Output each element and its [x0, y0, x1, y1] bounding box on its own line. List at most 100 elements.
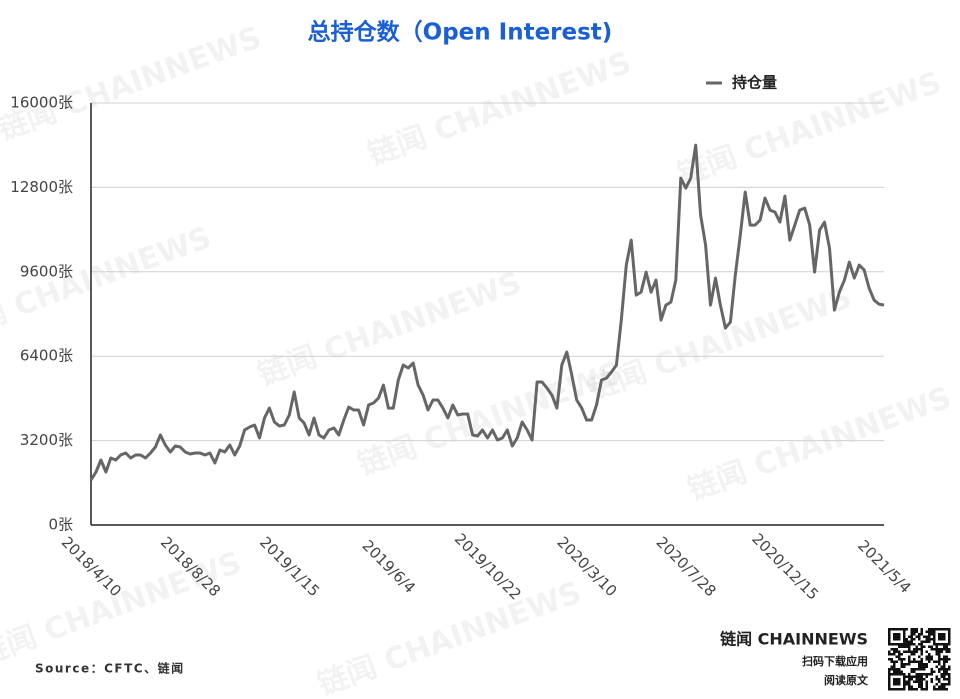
qr-cell	[920, 643, 923, 646]
x-tick-label: 2021/5/4	[854, 536, 914, 596]
qr-cell	[910, 630, 913, 633]
qr-cell	[940, 675, 943, 678]
qr-cell	[923, 635, 926, 638]
qr-cell	[938, 660, 941, 663]
watermark: 链闻 CHAINNEWS	[0, 20, 266, 148]
qr-cell	[930, 658, 933, 661]
qr-cell	[945, 673, 948, 676]
qr-cell	[923, 665, 926, 668]
legend-label: 持仓量	[732, 74, 777, 92]
qr-cell	[910, 628, 913, 631]
qr-cell	[930, 648, 933, 651]
qr-cell	[913, 633, 916, 636]
qr-cell	[928, 630, 931, 633]
qr-cell	[920, 688, 923, 691]
qr-cell	[928, 655, 931, 658]
qr-cell	[890, 668, 893, 671]
qr-cell	[938, 658, 941, 661]
qr-cell	[888, 650, 891, 653]
qr-cell	[910, 653, 913, 656]
qr-cell	[948, 648, 951, 651]
qr-cell	[913, 648, 916, 651]
qr-cell	[910, 678, 913, 681]
qr-cell	[940, 685, 943, 688]
qr-cell	[945, 648, 948, 651]
qr-cell	[893, 653, 896, 656]
qr-cell	[943, 645, 946, 648]
qr-cell	[925, 688, 928, 691]
qr-cell	[920, 668, 923, 671]
qr-cell	[900, 645, 903, 648]
qr-cell	[905, 675, 908, 678]
qr-cell	[895, 668, 898, 671]
qr-cell	[918, 660, 921, 663]
qr-cell	[935, 665, 938, 668]
download-text: 扫码下载应用	[802, 654, 868, 668]
qr-cell	[923, 663, 926, 666]
qr-cell	[920, 658, 923, 661]
qr-cell	[945, 645, 948, 648]
qr-cell	[928, 635, 931, 638]
qr-cell	[933, 685, 936, 688]
qr-cell	[920, 673, 923, 676]
qr-cell	[905, 628, 908, 631]
watermark: 链闻 CHAINNEWS	[0, 545, 246, 673]
qr-cell	[935, 683, 938, 686]
qr-cell	[945, 658, 948, 661]
qr-cell	[928, 640, 931, 643]
qr-cell	[933, 670, 936, 673]
qr-cell	[945, 655, 948, 658]
qr-finder	[933, 628, 951, 646]
qr-cell	[913, 680, 916, 683]
qr-cell	[913, 670, 916, 673]
qr-cell	[893, 668, 896, 671]
qr-cell	[935, 653, 938, 656]
qr-cell	[915, 675, 918, 678]
qr-cell	[908, 655, 911, 658]
qr-cell	[928, 673, 931, 676]
qr-cell	[903, 645, 906, 648]
qr-cell	[898, 650, 901, 653]
qr-cell	[913, 628, 916, 631]
qr-cell	[905, 683, 908, 686]
qr-cell	[900, 663, 903, 666]
qr-cell	[948, 678, 951, 681]
qr-cell	[915, 648, 918, 651]
qr-cell	[910, 688, 913, 691]
qr-cell	[943, 668, 946, 671]
qr-cell	[933, 688, 936, 691]
qr-cell	[930, 630, 933, 633]
qr-cell	[910, 675, 913, 678]
qr-cell	[935, 648, 938, 651]
qr-cell	[945, 660, 948, 663]
qr-cell	[945, 668, 948, 671]
qr-cell	[940, 650, 943, 653]
qr-cell	[930, 638, 933, 641]
qr-cell	[908, 683, 911, 686]
qr-cell	[890, 665, 893, 668]
qr-cell	[938, 668, 941, 671]
source: Source：CFTC、链闻	[35, 661, 185, 676]
qr-cell	[918, 678, 921, 681]
qr-cell	[918, 638, 921, 641]
qr-cell	[893, 663, 896, 666]
qr-cell	[948, 665, 951, 668]
qr-cell	[898, 655, 901, 658]
qr-cell	[940, 658, 943, 661]
qr-cell	[908, 688, 911, 691]
qr-cell	[943, 688, 946, 691]
qr-cell	[930, 670, 933, 673]
qr-code[interactable]	[888, 628, 951, 691]
qr-cell	[948, 675, 951, 678]
qr-cell	[898, 668, 901, 671]
qr-finder	[888, 673, 906, 691]
qr-cell	[908, 635, 911, 638]
qr-cell	[915, 628, 918, 631]
qr-cell	[915, 680, 918, 683]
qr-cell	[943, 658, 946, 661]
qr-cell	[905, 640, 908, 643]
qr-cell	[933, 648, 936, 651]
qr-cell	[905, 638, 908, 641]
qr-cell	[913, 653, 916, 656]
qr-cell	[908, 645, 911, 648]
